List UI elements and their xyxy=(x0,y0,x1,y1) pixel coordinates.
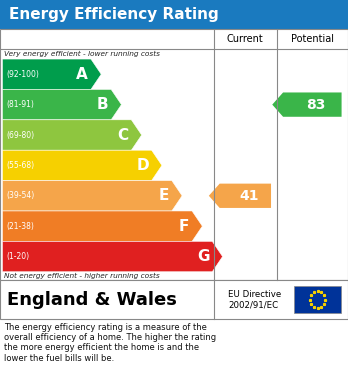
Bar xyxy=(294,286,341,313)
Text: (39-54): (39-54) xyxy=(7,191,35,200)
Text: Not energy efficient - higher running costs: Not energy efficient - higher running co… xyxy=(4,273,160,279)
Text: B: B xyxy=(97,97,108,112)
Polygon shape xyxy=(2,120,142,150)
Text: England & Wales: England & Wales xyxy=(7,291,177,308)
Text: (55-68): (55-68) xyxy=(7,161,35,170)
Text: (69-80): (69-80) xyxy=(7,131,35,140)
Polygon shape xyxy=(2,59,101,90)
Text: The energy efficiency rating is a measure of the
overall efficiency of a home. T: The energy efficiency rating is a measur… xyxy=(4,323,216,363)
Text: (81-91): (81-91) xyxy=(7,100,34,109)
Text: Very energy efficient - lower running costs: Very energy efficient - lower running co… xyxy=(4,51,160,57)
Bar xyxy=(0,0,348,29)
Text: E: E xyxy=(159,188,169,203)
Text: F: F xyxy=(179,219,189,234)
Text: Energy Efficiency Rating: Energy Efficiency Rating xyxy=(9,7,219,22)
Polygon shape xyxy=(2,181,182,211)
Text: C: C xyxy=(118,127,129,142)
Text: EU Directive: EU Directive xyxy=(228,290,281,299)
Polygon shape xyxy=(209,184,271,208)
Text: (1-20): (1-20) xyxy=(7,252,30,261)
Polygon shape xyxy=(272,92,342,117)
Text: Current: Current xyxy=(227,34,264,44)
Text: 41: 41 xyxy=(239,189,259,203)
Text: (21-38): (21-38) xyxy=(7,222,34,231)
Polygon shape xyxy=(2,90,121,120)
Text: 2002/91/EC: 2002/91/EC xyxy=(228,300,278,309)
Bar xyxy=(0,29,348,280)
Polygon shape xyxy=(2,150,162,181)
Text: D: D xyxy=(136,158,149,173)
Text: Potential: Potential xyxy=(291,34,334,44)
Text: A: A xyxy=(77,67,88,82)
Text: G: G xyxy=(197,249,209,264)
Bar xyxy=(0,280,348,319)
Text: 83: 83 xyxy=(306,98,325,111)
Text: (92-100): (92-100) xyxy=(7,70,39,79)
Polygon shape xyxy=(2,211,202,241)
Polygon shape xyxy=(2,241,223,272)
